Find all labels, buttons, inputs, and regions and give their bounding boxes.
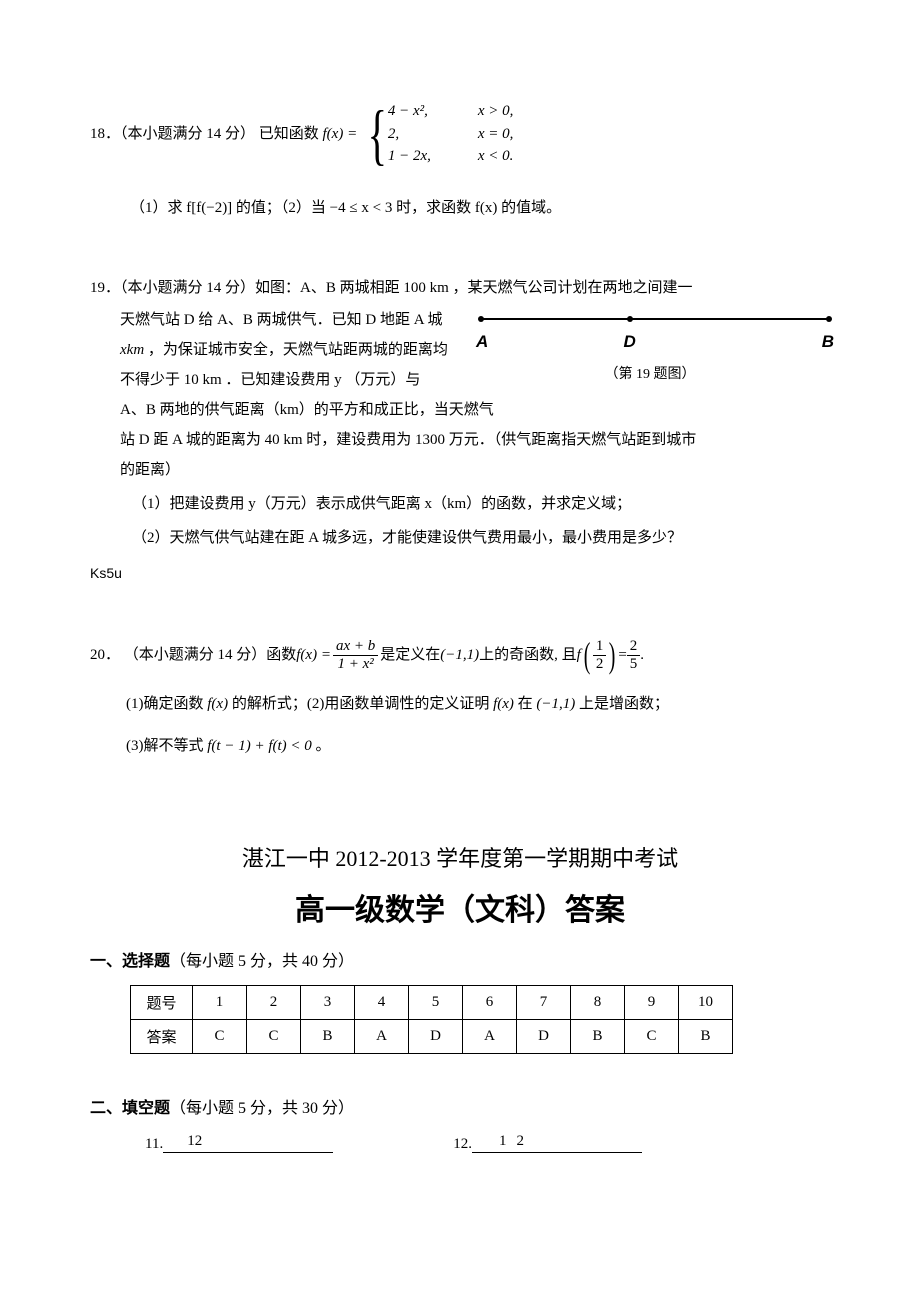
section-1-label: 一、选择题（每小题 5 分，共 40 分）: [90, 947, 830, 971]
ks5u-text: Ks5u: [90, 559, 830, 587]
brace-icon: {: [368, 100, 388, 168]
point-d-dot: [627, 316, 633, 322]
frac-den: 1 + x²: [334, 656, 376, 673]
fb-11-line: 12: [163, 1132, 333, 1153]
fb-12-line: 1 2: [472, 1132, 642, 1153]
q18-subquestions: （1）求 f[f(−2)] 的值；（2）当 −4 ≤ x < 3 时，求函数 f…: [130, 193, 830, 223]
col-5: 5: [409, 986, 463, 1020]
ans-1: C: [193, 1020, 247, 1054]
line-segment: [480, 318, 830, 320]
ans-3: B: [301, 1020, 355, 1054]
case3-cond: x < 0.: [478, 145, 514, 168]
q20-f: f: [577, 640, 581, 670]
problem-20: 20． （本小题满分 14 分）函数 f(x) = ax + b 1 + x² …: [90, 637, 830, 761]
case3-expr: 1 − 2x,: [388, 145, 478, 168]
q20-mid2: 上的奇函数, 且: [479, 640, 577, 670]
ans-8: B: [571, 1020, 625, 1054]
q19-l3: 不得少于 10 km ．已知建设费用 y （万元）与: [120, 365, 470, 395]
q20-num: 20: [90, 640, 105, 670]
label-d: D: [624, 325, 636, 359]
col-3: 3: [301, 986, 355, 1020]
q20-mid1: 是定义在: [380, 640, 440, 670]
q18-statement: 18．（本小题满分 14 分） 已知函数 f(x) = { 4 − x²,x >…: [90, 100, 830, 168]
case2-expr: 2,: [388, 123, 478, 146]
answer-section: 湛江一中 2012-2013 学年度第一学期期中考试 高一级数学（文科）答案 一…: [90, 841, 830, 1153]
rparen-icon: ): [609, 637, 616, 673]
q20-sub1: (1)确定函数 f(x) 的解析式；(2)用函数单调性的定义证明 f(x) 在 …: [126, 689, 830, 719]
col-8: 8: [571, 986, 625, 1020]
fill-blank-12: 12. 1 2: [453, 1132, 642, 1153]
q19-body-block: 天燃气站 D 给 A、B 两城供气．已知 D 地距 A 城 xkm ，为保证城市…: [90, 305, 830, 395]
table-row-answers: 答案 C C B A D A D B C B: [131, 1020, 733, 1054]
ans-7: D: [517, 1020, 571, 1054]
answer-table: 题号 1 2 3 4 5 6 7 8 9 10 答案 C C B A D A D…: [130, 985, 733, 1054]
fb-11-value: 12: [187, 1133, 202, 1149]
q20-statement: 20． （本小题满分 14 分）函数 f(x) = ax + b 1 + x² …: [90, 637, 830, 673]
col-4: 4: [355, 986, 409, 1020]
fb-11-num: 11.: [145, 1136, 163, 1153]
fb-12-value: 1 2: [496, 1132, 527, 1150]
q18-piecewise: { 4 − x²,x > 0, 2,x = 0, 1 − 2x,x < 0.: [361, 100, 513, 168]
q19-l4: A、B 两地的供气距离（km）的平方和成正比，当天燃气: [120, 395, 830, 425]
fill-blanks-row: 11. 12 12. 1 2: [145, 1132, 830, 1153]
case2-cond: x = 0,: [478, 123, 514, 146]
section-2-label: 二、填空题（每小题 5 分，共 30 分）: [90, 1094, 830, 1118]
diagram-line: A D B: [480, 311, 830, 337]
table-row-header: 题号 1 2 3 4 5 6 7 8 9 10: [131, 986, 733, 1020]
q20-interval1: (−1,1): [440, 640, 479, 670]
col-1: 1: [193, 986, 247, 1020]
col-7: 7: [517, 986, 571, 1020]
problem-19: 19．（本小题满分 14 分）如图：A、B 两城相距 100 km ，某天燃气公…: [90, 273, 830, 587]
answer-header-1: 湛江一中 2012-2013 学年度第一学期期中考试: [90, 841, 830, 873]
q20-prefix: ． （本小题满分 14 分）函数: [105, 640, 296, 670]
q19-l2: xkm ，为保证城市安全，天燃气站距两城的距离均: [120, 335, 470, 365]
q20-half: 1 2: [593, 638, 607, 672]
diagram-caption: （第 19 题图）: [470, 361, 830, 389]
lparen-icon: (: [584, 637, 591, 673]
col-9: 9: [625, 986, 679, 1020]
row-answer-label: 答案: [131, 1020, 193, 1054]
fb-12-num: 12.: [453, 1136, 472, 1153]
fb-gap: [333, 1132, 453, 1153]
fill-blank-11: 11. 12: [145, 1132, 333, 1153]
q20-sub2: (3)解不等式 f(t − 1) + f(t) < 0 。: [126, 731, 830, 761]
q19-sub2: （2）天燃气供气站建在距 A 城多远，才能使建设供气费用最小，最小费用是多少？: [132, 523, 830, 553]
point-a-dot: [478, 316, 484, 322]
q19-sub1: （1）把建设费用 y（万元）表示成供气距离 x（km）的函数，并求定义域；: [132, 489, 830, 519]
q20-two-fifths: 2 5: [627, 638, 641, 672]
point-b-dot: [826, 316, 832, 322]
col-10: 10: [679, 986, 733, 1020]
frac-num: ax + b: [333, 638, 378, 655]
q20-fraction-main: ax + b 1 + x²: [333, 638, 378, 672]
q19-l5: 站 D 距 A 城的距离为 40 km 时，建设费用为 1300 万元．（供气距…: [120, 425, 830, 455]
q18-prefix: 18．（本小题满分 14 分） 已知函数 f(x) =: [90, 119, 357, 149]
case1-cond: x > 0,: [478, 100, 514, 123]
ans-10: B: [679, 1020, 733, 1054]
q20-fx: f(x) =: [296, 640, 331, 670]
q20-end: .: [640, 640, 644, 670]
ans-9: C: [625, 1020, 679, 1054]
col-2: 2: [247, 986, 301, 1020]
case1-expr: 4 − x²,: [388, 100, 478, 123]
label-a: A: [476, 325, 488, 359]
q19-left-text: 天燃气站 D 给 A、B 两城供气．已知 D 地距 A 城 xkm ，为保证城市…: [90, 305, 470, 395]
col-6: 6: [463, 986, 517, 1020]
answer-header-2: 高一级数学（文科）答案: [90, 885, 830, 929]
q19-l1: 天燃气站 D 给 A、B 两城供气．已知 D 地距 A 城: [120, 305, 470, 335]
q19-diagram: A D B （第 19 题图）: [470, 305, 830, 395]
row-header-label: 题号: [131, 986, 193, 1020]
q20-eq: =: [618, 640, 626, 670]
ans-4: A: [355, 1020, 409, 1054]
ans-6: A: [463, 1020, 517, 1054]
ans-2: C: [247, 1020, 301, 1054]
label-b: B: [822, 325, 834, 359]
ans-5: D: [409, 1020, 463, 1054]
problem-18: 18．（本小题满分 14 分） 已知函数 f(x) = { 4 − x²,x >…: [90, 100, 830, 223]
q19-first-line: 19．（本小题满分 14 分）如图：A、B 两城相距 100 km ，某天燃气公…: [90, 273, 830, 303]
q19-l6: 的距离）: [120, 455, 830, 485]
